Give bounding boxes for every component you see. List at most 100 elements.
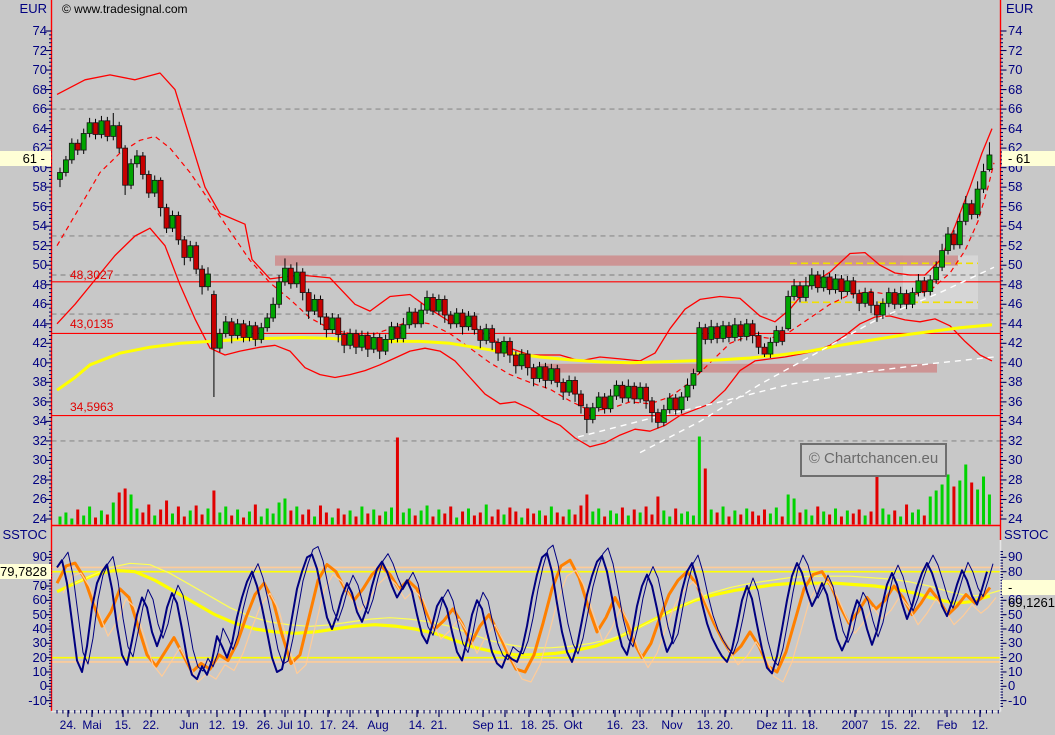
price-highlight-left: 61 -	[0, 151, 51, 166]
sstoc-tick-right: -10	[1008, 692, 1027, 708]
sstoc-tick-left: 30	[32, 635, 47, 651]
date-label: 2007	[841, 718, 869, 732]
sstoc-tick-left: 20	[32, 649, 47, 665]
date-label: Jun	[179, 718, 199, 732]
level-label-3: 34,5963	[70, 400, 114, 414]
sstoc-tick-left: 0	[39, 678, 47, 694]
price-highlight-right: - 61	[1002, 151, 1055, 166]
sstoc-tick-right: 50	[1008, 606, 1023, 622]
date-label: 17.	[319, 718, 337, 732]
level-label-1: 48,3027	[70, 268, 114, 282]
sstoc-tick-right: 40	[1008, 620, 1023, 636]
price-tick-right: 50	[1008, 257, 1023, 273]
date-label: 26.	[256, 718, 274, 732]
sstoc-tick-right: 60	[1008, 593, 1022, 607]
date-label: Sep	[472, 718, 494, 732]
price-tick-right: 70	[1008, 62, 1023, 78]
date-label: Okt	[563, 718, 583, 732]
date-label: Feb	[936, 718, 958, 732]
date-label: 18.	[801, 718, 819, 732]
sstoc-title-right: SSTOC	[1004, 527, 1049, 542]
sstoc-tick-right: 0	[1008, 678, 1016, 694]
price-tick-right: 24	[1008, 511, 1023, 526]
date-label: 15.	[114, 718, 132, 732]
price-tick-left: 44	[32, 315, 47, 331]
date-label: Aug	[367, 718, 389, 732]
level-label-2: 43,0135	[70, 317, 114, 331]
chartchancen-watermark: © Chartchancen.eu	[800, 443, 947, 477]
price-tick-left: 48	[32, 276, 47, 292]
price-tick-left: 40	[32, 354, 47, 370]
sstoc-tick-right: 30	[1008, 635, 1023, 651]
sstoc-tick-left: 70	[32, 578, 47, 594]
price-tick-right: 40	[1008, 354, 1023, 370]
sstoc-tick-right: 90	[1008, 549, 1023, 565]
price-tick-left: 52	[32, 237, 47, 253]
date-label: 15.	[880, 718, 898, 732]
tradesignal-copyright: © www.tradesignal.com	[62, 2, 188, 16]
price-tick-left: 42	[32, 335, 47, 351]
price-tick-right: 56	[1008, 198, 1023, 214]
date-label: 12.	[208, 718, 226, 732]
date-label: 23.	[631, 718, 649, 732]
price-tick-left: 70	[32, 62, 47, 78]
price-tick-left: 58	[32, 179, 47, 195]
date-label: 22.	[142, 718, 160, 732]
price-tick-right: 74	[1008, 23, 1023, 38]
price-tick-right: 48	[1008, 276, 1023, 292]
date-label: 16.	[606, 718, 624, 732]
price-tick-left: 56	[32, 198, 47, 214]
sstoc-tick-left: 50	[32, 606, 47, 622]
sstoc-tick-right: 80	[1008, 563, 1023, 579]
date-label: Jul	[277, 718, 293, 732]
date-label: 22.	[903, 718, 921, 732]
price-tick-left: 46	[32, 296, 47, 312]
price-tick-right: 58	[1008, 179, 1023, 195]
date-label: 18.	[520, 718, 538, 732]
price-tick-right: 26	[1008, 491, 1023, 507]
price-tick-right: 72	[1008, 42, 1023, 58]
date-label: 10.	[296, 718, 314, 732]
price-tick-right: 36	[1008, 393, 1023, 409]
sstoc-tick-left: 90	[32, 549, 47, 565]
price-tick-right: 32	[1008, 432, 1023, 448]
price-tick-left: 34	[32, 413, 47, 429]
price-tick-right: 28	[1008, 471, 1023, 487]
price-tick-left: 38	[32, 374, 47, 390]
date-label: 19.	[231, 718, 249, 732]
price-tick-left: 32	[32, 432, 47, 448]
price-tick-left: 68	[32, 81, 47, 97]
currency-label-right: EUR	[1006, 1, 1034, 16]
date-label: 20.	[716, 718, 734, 732]
price-tick-left: 66	[32, 101, 47, 117]
price-tick-right: 46	[1008, 296, 1023, 312]
sstoc-highlight-right: - 69,1261	[1002, 580, 1055, 610]
price-tick-right: 52	[1008, 237, 1023, 253]
date-label: 12.	[971, 718, 989, 732]
date-label: 14.	[408, 718, 426, 732]
date-label: Dez	[756, 718, 778, 732]
price-tick-left: 36	[32, 393, 47, 409]
date-label: 21.	[430, 718, 448, 732]
price-tick-right: 30	[1008, 452, 1023, 468]
price-tick-right: 64	[1008, 120, 1023, 136]
price-tick-right: 42	[1008, 335, 1023, 351]
price-tick-left: 50	[32, 257, 47, 273]
price-tick-right: 68	[1008, 81, 1023, 97]
date-label: 11.	[497, 718, 513, 732]
currency-label-left: EUR	[19, 1, 47, 16]
date-label: Nov	[661, 718, 683, 732]
date-label: Mai	[82, 718, 102, 732]
sstoc-tick-left: 40	[32, 620, 47, 636]
sstoc-title-left: SSTOC	[2, 527, 47, 542]
sstoc-highlight-left: 79,7828 -	[0, 564, 51, 594]
sstoc-tick-left: 60	[32, 592, 47, 608]
price-tick-left: 64	[32, 120, 47, 136]
price-tick-left: 74	[32, 23, 47, 38]
sstoc-tick-left: 10	[32, 663, 47, 679]
price-tick-right: 38	[1008, 374, 1023, 390]
date-label: 24.	[341, 718, 359, 732]
price-tick-left: 26	[32, 491, 47, 507]
